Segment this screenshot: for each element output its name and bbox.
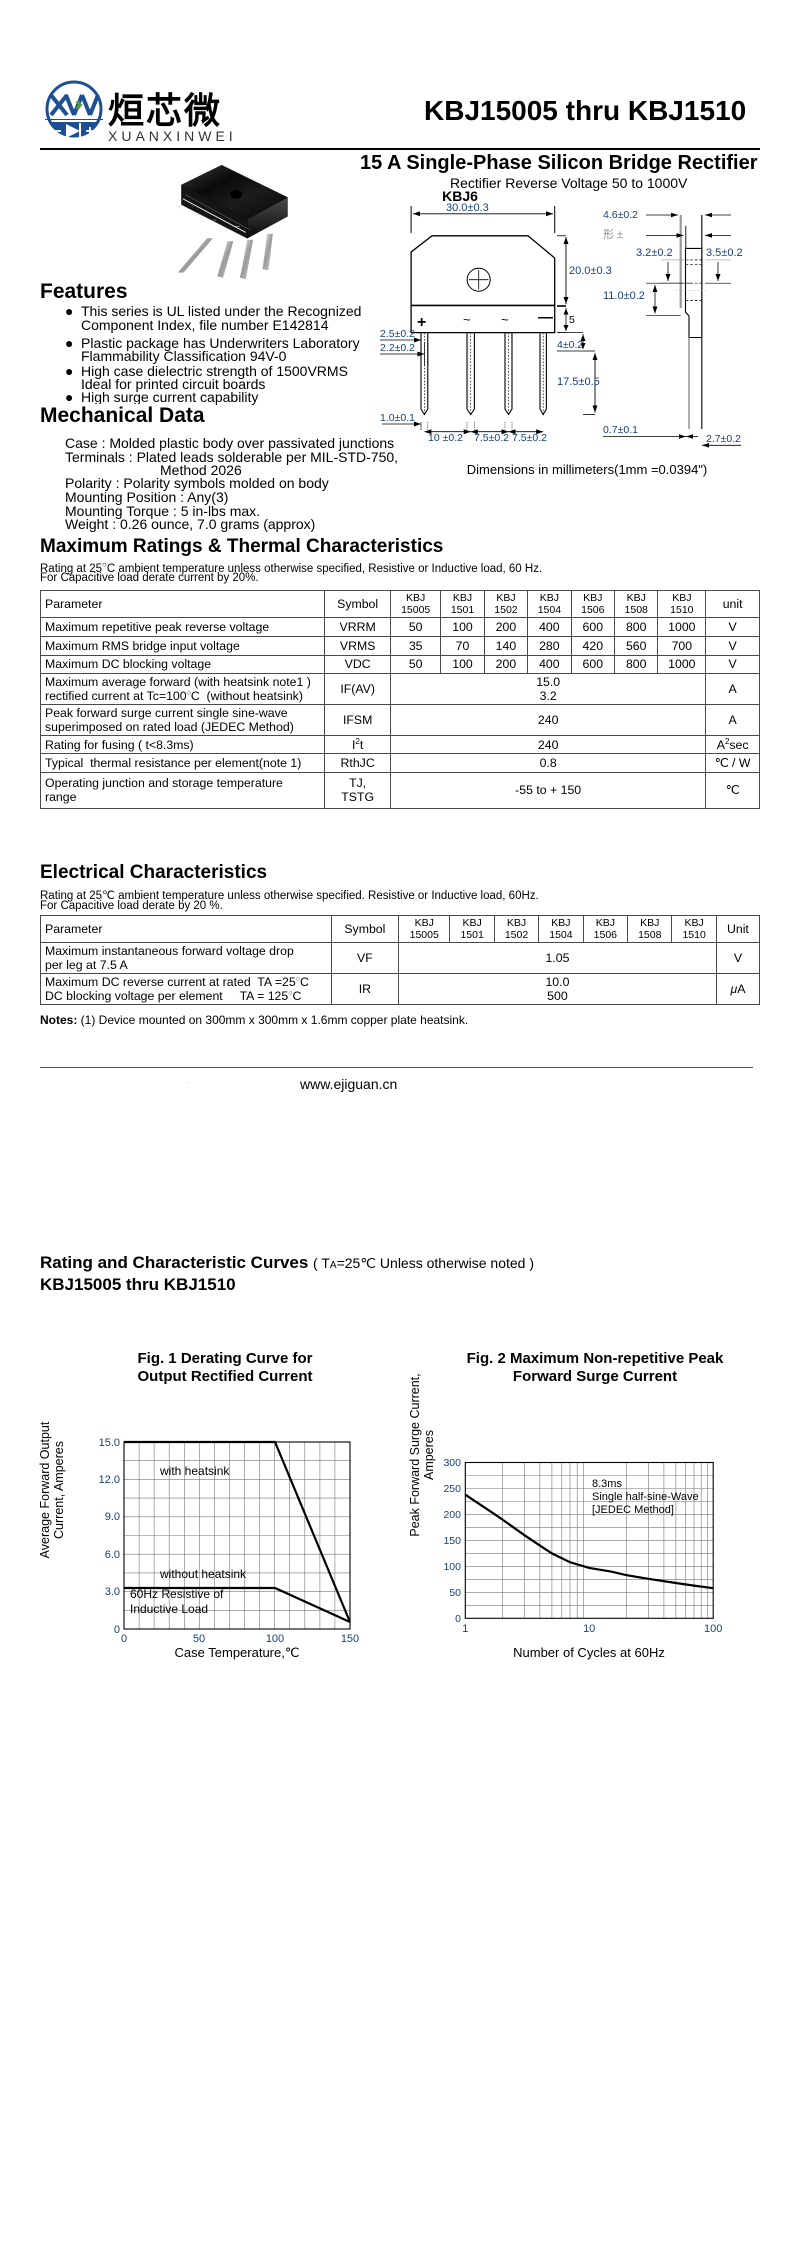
svg-text:60Hz Resistive of: 60Hz Resistive of bbox=[130, 1587, 224, 1601]
svg-text:150: 150 bbox=[443, 1535, 461, 1547]
svg-text:Number of Cycles at 60Hz: Number of Cycles at 60Hz bbox=[513, 1645, 665, 1660]
svg-text:without heatsink: without heatsink bbox=[159, 1567, 247, 1581]
svg-text:50: 50 bbox=[449, 1587, 461, 1599]
svg-text:10 ±0.2: 10 ±0.2 bbox=[428, 432, 463, 444]
svg-text:0: 0 bbox=[114, 1624, 120, 1636]
svg-text:0: 0 bbox=[455, 1613, 461, 1625]
svg-text:100: 100 bbox=[443, 1561, 461, 1573]
svg-text:+: + bbox=[178, 204, 182, 211]
svg-text:11.0±0.2: 11.0±0.2 bbox=[603, 290, 645, 302]
svg-text:7.5±0.2: 7.5±0.2 bbox=[474, 432, 509, 444]
svg-text:Single half-sine-Wave: Single half-sine-Wave bbox=[592, 1491, 699, 1503]
svg-text:3.2±0.2: 3.2±0.2 bbox=[636, 247, 673, 259]
svg-text:250: 250 bbox=[443, 1483, 461, 1495]
svg-text:150: 150 bbox=[341, 1633, 359, 1645]
svg-text:1: 1 bbox=[462, 1623, 468, 1635]
svg-text:100: 100 bbox=[266, 1633, 284, 1645]
svg-text:300: 300 bbox=[443, 1457, 461, 1469]
svg-text:Inductive Load: Inductive Load bbox=[130, 1602, 208, 1616]
svg-text:~: ~ bbox=[463, 312, 471, 327]
svg-text:形 ±: 形 ± bbox=[603, 228, 623, 241]
svg-text:30.0±0.3: 30.0±0.3 bbox=[446, 202, 489, 214]
svg-text:7.5±0.2: 7.5±0.2 bbox=[512, 432, 547, 444]
svg-text:50: 50 bbox=[193, 1633, 205, 1645]
svg-text:~: ~ bbox=[196, 211, 200, 218]
svg-text:9.0: 9.0 bbox=[105, 1511, 120, 1523]
svg-text:[JEDEC Method]: [JEDEC Method] bbox=[592, 1504, 674, 1516]
svg-text:3.5±0.2: 3.5±0.2 bbox=[706, 247, 743, 259]
svg-text:2.7±0.2: 2.7±0.2 bbox=[706, 433, 741, 445]
svg-text:17.5±0.5: 17.5±0.5 bbox=[557, 376, 600, 388]
svg-text:~: ~ bbox=[501, 312, 509, 327]
svg-text:2.2±0.2: 2.2±0.2 bbox=[380, 342, 415, 354]
svg-text:5: 5 bbox=[569, 314, 575, 326]
svg-text:12.0: 12.0 bbox=[99, 1474, 120, 1486]
svg-text:—: — bbox=[233, 221, 241, 230]
svg-text:with heatsink: with heatsink bbox=[159, 1464, 230, 1478]
svg-text:6.0: 6.0 bbox=[105, 1549, 120, 1561]
svg-text:20.0±0.3: 20.0±0.3 bbox=[569, 265, 612, 277]
svg-text:1.0±0.1: 1.0±0.1 bbox=[380, 412, 415, 424]
svg-text:200: 200 bbox=[443, 1509, 461, 1521]
svg-text:2.5±0.2: 2.5±0.2 bbox=[380, 328, 415, 340]
svg-text:0: 0 bbox=[121, 1633, 127, 1645]
svg-text:10: 10 bbox=[583, 1623, 595, 1635]
svg-text:—: — bbox=[538, 309, 553, 326]
svg-text:~: ~ bbox=[213, 217, 217, 224]
svg-text:100: 100 bbox=[704, 1623, 722, 1635]
svg-text:Case Temperature,℃: Case Temperature,℃ bbox=[175, 1645, 300, 1660]
svg-text:3.0: 3.0 bbox=[105, 1586, 120, 1598]
svg-text:0.7±0.1: 0.7±0.1 bbox=[603, 424, 638, 436]
svg-text:8.3ms: 8.3ms bbox=[592, 1478, 622, 1490]
svg-text:4±0.2: 4±0.2 bbox=[557, 339, 583, 351]
svg-text:15.0: 15.0 bbox=[99, 1437, 120, 1449]
svg-text:+: + bbox=[417, 314, 426, 331]
svg-text:4.6±0.2: 4.6±0.2 bbox=[603, 209, 638, 221]
